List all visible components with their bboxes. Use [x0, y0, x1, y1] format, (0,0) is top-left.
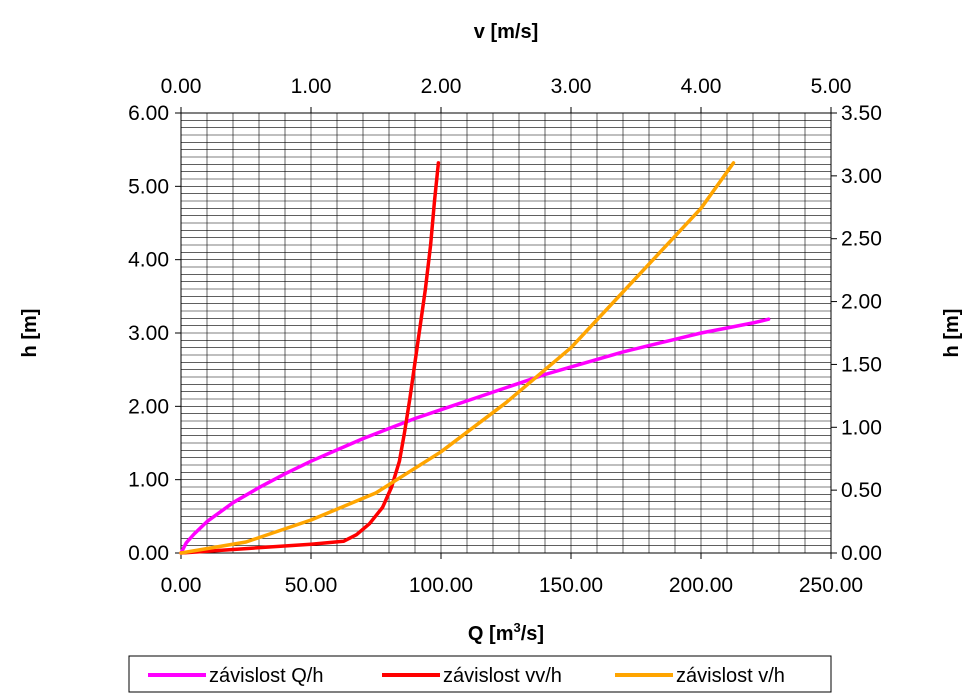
y-right-tick-label: 3.50 — [841, 102, 882, 125]
y-left-ticks: 0.00 1.00 2.00 3.00 4.00 5.00 6.00 — [128, 102, 181, 565]
x-top-tick-label: 0.00 — [161, 75, 202, 98]
x-bottom-axis-title-main: Q [m — [468, 623, 514, 645]
x-top-tick-label: 3.00 — [551, 75, 592, 98]
y-left-tick-label: 0.00 — [128, 542, 169, 565]
y-right-tick-label: 0.50 — [841, 479, 882, 502]
legend-box — [128, 655, 832, 693]
x-bottom-tick-label: 250.00 — [799, 574, 863, 597]
x-top-tick-label: 4.00 — [681, 75, 722, 98]
y-right-tick-label: 2.50 — [841, 228, 882, 251]
series-line-1 — [179, 317, 771, 555]
legend: závislost Q/h závislost vv/h závislost v/h — [128, 655, 832, 693]
x-bottom-tick-label: 100.00 — [409, 574, 473, 597]
x-top-tick-label: 5.00 — [811, 75, 852, 98]
series-layer — [179, 161, 771, 555]
x-top-tick-label: 1.00 — [291, 75, 332, 98]
legend-label: závislost Q/h — [209, 665, 323, 687]
y-left-tick-label: 1.00 — [128, 469, 169, 492]
y-left-tick-label: 4.00 — [128, 249, 169, 272]
series-line-3 — [179, 161, 736, 555]
y-left-axis-title: h [m] — [19, 309, 41, 358]
y-left-tick-label: 2.00 — [128, 395, 169, 418]
x-bottom-tick-label: 200.00 — [669, 574, 733, 597]
y-left-tick-label: 6.00 — [128, 102, 169, 125]
x-top-axis-title: v [m/s] — [474, 21, 538, 43]
y-right-axis-title: h [m] — [941, 309, 963, 358]
y-left-tick-label: 5.00 — [128, 175, 169, 198]
legend-label: závislost vv/h — [443, 665, 562, 687]
x-top-ticks: 0.00 1.00 2.00 3.00 4.00 5.00 — [161, 75, 852, 113]
x-bottom-axis-title: Q [m3/s] — [468, 620, 544, 645]
x-bottom-tick-label: 150.00 — [539, 574, 603, 597]
y-right-tick-label: 3.00 — [841, 165, 882, 188]
series-line-2 — [179, 161, 441, 555]
grid — [181, 113, 831, 553]
y-left-tick-label: 3.00 — [128, 322, 169, 345]
x-bottom-axis-title-sup: 3 — [513, 620, 520, 635]
x-bottom-axis-title-end: /s] — [521, 623, 544, 645]
y-right-tick-label: 1.00 — [841, 416, 882, 439]
x-bottom-tick-label: 50.00 — [285, 574, 338, 597]
y-right-tick-label: 0.00 — [841, 542, 882, 565]
y-right-tick-label: 1.50 — [841, 353, 882, 376]
x-top-tick-label: 2.00 — [421, 75, 462, 98]
legend-label: závislost v/h — [676, 665, 785, 687]
x-bottom-tick-label: 0.00 — [161, 574, 202, 597]
x-bottom-ticks: 0.00 50.00 100.00 150.00 200.00 250.00 — [161, 553, 863, 597]
y-right-ticks: 0.00 0.50 1.00 1.50 2.00 2.50 3.00 3.50 — [831, 102, 882, 565]
y-right-tick-label: 2.00 — [841, 291, 882, 314]
